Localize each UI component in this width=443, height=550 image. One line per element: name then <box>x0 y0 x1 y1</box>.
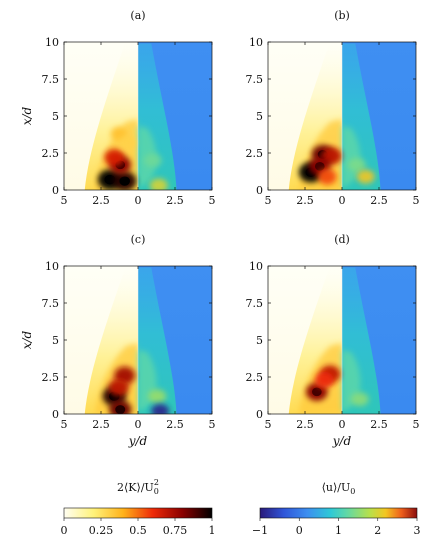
k-hotspot <box>119 136 136 150</box>
x-tick-label: 0 <box>339 418 346 431</box>
u-blob <box>149 178 168 190</box>
field <box>268 266 416 414</box>
colorbar-label: ⟨u⟩/U0 <box>322 481 356 496</box>
u-blob <box>143 153 162 168</box>
panel-3: 5 2.5 0 2.5 502.557.510(d)y/d <box>246 233 420 448</box>
field <box>268 42 416 190</box>
k-hotspot <box>108 378 129 397</box>
k-hotspot-core <box>311 387 322 397</box>
colorbar-label-main: ⟨u⟩/U <box>322 481 351 494</box>
colorbar-tick-label: 0.5 <box>129 524 147 537</box>
colorbar-label-sub: 0 <box>350 487 355 496</box>
y-tick-label: 10 <box>45 260 59 273</box>
y-tick-label: 0 <box>256 408 263 421</box>
x-tick-label: 2.5 <box>166 418 184 431</box>
u-blob <box>347 157 366 172</box>
u-blob <box>151 404 170 414</box>
colorbar-label: 2⟨K⟩/U02 <box>117 478 159 496</box>
colorbar-tick-label: 1 <box>209 524 216 537</box>
colorbar-tick-label: 0.75 <box>163 524 188 537</box>
k-hotspot-core <box>115 405 126 414</box>
x-tick-label: 2.5 <box>92 418 110 431</box>
colorbar-tick-label: 0 <box>296 524 303 537</box>
panel-0: 5 2.5 0 2.5 502.557.510(a)x/d <box>20 9 216 207</box>
colorbar-tick-label: 1 <box>335 524 342 537</box>
x-tick-label: 2.5 <box>296 418 314 431</box>
colorbar-1: −1 0 1 2 3⟨u⟩/U0 <box>252 481 421 537</box>
x-tick-label: 5 <box>265 194 272 207</box>
x-tick-label: 5 <box>61 418 68 431</box>
x-axis-label: y/d <box>128 434 148 448</box>
y-tick-label: 5 <box>256 334 263 347</box>
x-tick-label: 2.5 <box>370 418 388 431</box>
x-tick-label: 5 <box>61 194 68 207</box>
x-axis-label: y/d <box>332 434 352 448</box>
x-tick-label: 2.5 <box>370 194 388 207</box>
panel-title: (b) <box>334 9 350 22</box>
colorbar-tick-label: 0.25 <box>89 524 114 537</box>
colorbar-tick-label: 2 <box>374 524 381 537</box>
colorbar-label-sub: 0 <box>154 487 159 496</box>
u-blob <box>148 389 167 404</box>
y-axis-label: x/d <box>20 106 34 125</box>
k-hotspot-core <box>119 176 130 186</box>
u-blob <box>350 392 369 407</box>
y-tick-label: 7.5 <box>42 297 60 310</box>
field <box>64 42 212 190</box>
y-tick-label: 2.5 <box>246 147 264 160</box>
y-tick-label: 2.5 <box>246 371 264 384</box>
x-tick-label: 5 <box>265 418 272 431</box>
colorbar-gradient <box>259 507 418 519</box>
y-tick-label: 2.5 <box>42 147 60 160</box>
x-tick-label: 0 <box>339 194 346 207</box>
panel-title: (a) <box>130 9 145 22</box>
y-tick-label: 0 <box>52 408 59 421</box>
colorbar-label-sup: 2 <box>154 478 159 487</box>
x-tick-label: 5 <box>209 418 216 431</box>
k-hotspot <box>104 149 125 166</box>
k-hotspot-core <box>104 174 116 185</box>
panel-title: (d) <box>334 233 350 246</box>
y-tick-label: 7.5 <box>246 73 264 86</box>
y-tick-label: 5 <box>52 110 59 123</box>
x-tick-label: 0 <box>135 418 142 431</box>
panel-title: (c) <box>131 233 146 246</box>
x-tick-label: 2.5 <box>296 194 314 207</box>
y-tick-label: 0 <box>256 184 263 197</box>
k-hotspot <box>314 371 334 389</box>
colorbar-tick-label: 3 <box>414 524 421 537</box>
field <box>64 266 212 414</box>
x-tick-label: 0 <box>135 194 142 207</box>
y-tick-label: 0 <box>52 184 59 197</box>
k-hotspot <box>317 168 337 185</box>
k-hotspot-core <box>314 162 325 171</box>
x-tick-label: 5 <box>209 194 216 207</box>
y-tick-label: 5 <box>52 334 59 347</box>
y-axis-label: x/d <box>20 330 34 349</box>
x-tick-label: 2.5 <box>166 194 184 207</box>
y-tick-label: 5 <box>256 110 263 123</box>
y-tick-label: 7.5 <box>42 73 60 86</box>
x-tick-label: 2.5 <box>92 194 110 207</box>
y-tick-label: 10 <box>45 36 59 49</box>
colorbar-label-main: 2⟨K⟩/U <box>117 481 154 494</box>
colorbar-tick-label: −1 <box>252 524 268 537</box>
k-hotspot <box>110 126 127 141</box>
colorbar-gradient <box>63 507 213 519</box>
colorbar-0: 0 0.25 0.5 0.75 12⟨K⟩/U02 <box>61 478 216 537</box>
y-tick-label: 10 <box>249 36 263 49</box>
x-tick-label: 5 <box>413 194 420 207</box>
y-tick-label: 2.5 <box>42 371 60 384</box>
y-tick-label: 7.5 <box>246 297 264 310</box>
panel-1: 5 2.5 0 2.5 502.557.510(b) <box>246 9 420 207</box>
x-tick-label: 5 <box>413 418 420 431</box>
colorbar-tick-label: 0 <box>61 524 68 537</box>
panel-2: 5 2.5 0 2.5 502.557.510(c)x/dy/d <box>20 233 216 448</box>
u-core <box>342 126 361 188</box>
y-tick-label: 10 <box>249 260 263 273</box>
u-blob <box>356 169 375 184</box>
